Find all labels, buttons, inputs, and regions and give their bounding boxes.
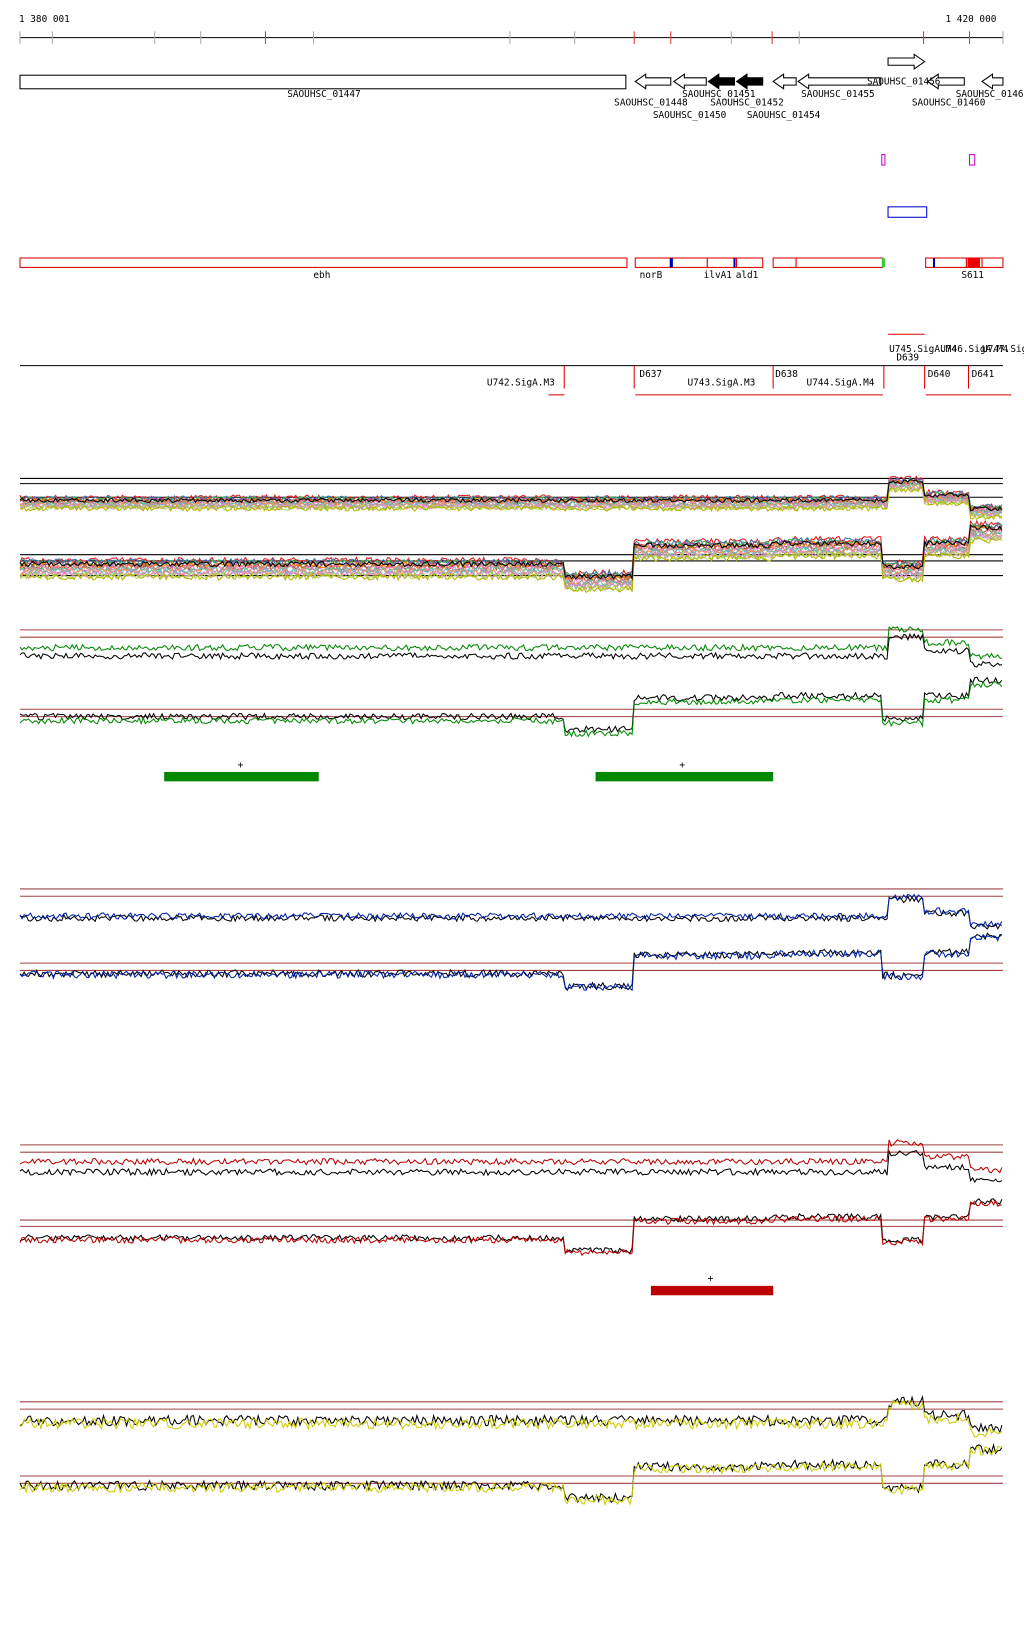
region-bar bbox=[650, 1285, 774, 1296]
trace bbox=[19, 484, 1003, 518]
feature bbox=[19, 257, 628, 268]
trace bbox=[19, 479, 1003, 512]
trace bbox=[19, 1398, 1003, 1438]
region-mark: + bbox=[238, 760, 244, 771]
feature bbox=[634, 257, 672, 268]
trace bbox=[19, 521, 1003, 579]
gene-label: SAOUHSC_01454 bbox=[747, 110, 821, 121]
feature-label: norB bbox=[640, 270, 663, 281]
gene-arrow bbox=[772, 73, 797, 90]
gene-arrow bbox=[634, 73, 672, 90]
feature bbox=[772, 257, 797, 268]
gene-arrow bbox=[735, 73, 764, 90]
feature bbox=[925, 257, 967, 268]
gene-label: SAOUHSC_01461 bbox=[956, 89, 1024, 100]
gene-arrow bbox=[797, 73, 882, 90]
trace bbox=[19, 529, 1003, 588]
marker bbox=[969, 154, 976, 166]
segment-label: U746.SigA.M4 bbox=[940, 344, 1008, 355]
region-mark: + bbox=[679, 760, 685, 771]
ruler-start: 1 380 001 bbox=[19, 14, 70, 25]
feature-box bbox=[887, 206, 928, 218]
feature-mark bbox=[967, 258, 980, 268]
gene-arrow bbox=[707, 73, 736, 90]
feature-label: S611 bbox=[961, 270, 984, 281]
segment-label: D639 bbox=[896, 352, 919, 363]
trace bbox=[19, 1139, 1003, 1174]
feature-mark bbox=[881, 258, 885, 268]
gene-label: SAOUHSC_01451 bbox=[682, 89, 756, 100]
gene-arrow bbox=[673, 73, 707, 90]
feature-mark bbox=[669, 258, 673, 268]
gene-label: SAOUHSC_01455 bbox=[801, 89, 875, 100]
gene-label: SAOUHSC_01450 bbox=[653, 110, 727, 121]
ruler-end: 1 420 000 bbox=[946, 14, 997, 25]
gene-label: SAOUHSC_01460 bbox=[912, 98, 986, 109]
trace bbox=[19, 486, 1003, 521]
feature bbox=[795, 257, 884, 268]
gene-box bbox=[19, 74, 627, 90]
feature-mark bbox=[733, 258, 736, 268]
segment-label: U742.SigA.M3 bbox=[487, 377, 555, 388]
trace bbox=[19, 1149, 1003, 1184]
trace bbox=[19, 680, 1003, 738]
trace bbox=[19, 933, 1002, 992]
trace bbox=[19, 533, 1003, 592]
trace bbox=[19, 1443, 1003, 1504]
trace bbox=[19, 1198, 1003, 1255]
region-bar bbox=[595, 771, 774, 782]
marker bbox=[881, 154, 886, 166]
feature-label: ald1 bbox=[736, 270, 759, 281]
feature-mark bbox=[932, 258, 936, 268]
trace bbox=[19, 895, 1002, 930]
region-mark: + bbox=[708, 1274, 714, 1285]
trace bbox=[19, 481, 1003, 516]
region-bar bbox=[164, 771, 319, 782]
gene-label: SAOUHSC_01447 bbox=[287, 89, 361, 100]
segment-label: D638 bbox=[775, 369, 798, 380]
feature-label: ilvA1 bbox=[704, 270, 733, 281]
segment-label: D637 bbox=[639, 369, 662, 380]
segment-label: D641 bbox=[972, 369, 995, 380]
feature bbox=[670, 257, 708, 268]
trace bbox=[19, 632, 1003, 668]
gene-label: SAOUHSC_01448 bbox=[614, 98, 688, 109]
segment-label: U745.SigA.M4 bbox=[889, 344, 957, 355]
feature bbox=[706, 257, 738, 268]
trace bbox=[19, 932, 1003, 991]
trace bbox=[19, 524, 1003, 581]
gene-label: SAOUHSC_01456 bbox=[867, 77, 941, 88]
feature-label: ebh bbox=[313, 270, 330, 281]
gene-arrow bbox=[887, 53, 926, 70]
trace bbox=[19, 625, 1003, 660]
segment-label: U747.SigA.M4 bbox=[982, 344, 1024, 355]
gene-label: SAOUHSC_01452 bbox=[710, 98, 784, 109]
trace bbox=[19, 1395, 1003, 1434]
trace bbox=[19, 537, 1003, 593]
trace bbox=[19, 1199, 1002, 1257]
segment-label: D640 bbox=[928, 369, 951, 380]
gene-arrow bbox=[926, 73, 965, 90]
feature bbox=[981, 257, 1004, 268]
trace bbox=[19, 676, 1003, 734]
gene-arrow bbox=[981, 73, 1004, 90]
trace bbox=[19, 1445, 1002, 1507]
segment-label: U743.SigA.M3 bbox=[687, 377, 755, 388]
feature bbox=[736, 257, 764, 268]
trace bbox=[19, 893, 1003, 928]
segment-label: U744.SigA.M4 bbox=[807, 377, 875, 388]
